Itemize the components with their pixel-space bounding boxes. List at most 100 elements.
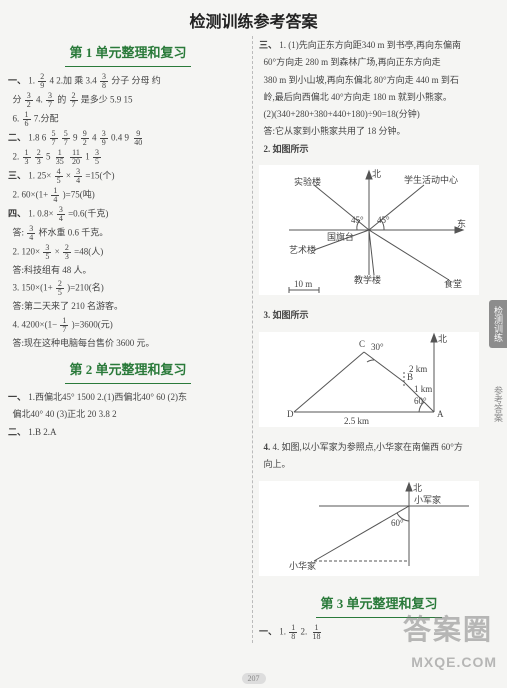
d3-A: A [437,409,444,419]
frac: 17 [60,317,68,334]
t: =15(个) [85,171,114,181]
frac: 57 [62,130,70,147]
d: 4 [74,177,82,185]
d2-a45a: 45° [377,215,390,225]
d: 6 [23,120,31,128]
r-p1-l4: 岭,最后向西偏北 40°方向走 180 m 就到小熊家。 [259,90,499,105]
frac: 23 [35,149,43,166]
t: 2. [13,152,20,162]
columns: 第 1 单元整理和复习 一、 1. 29 4 2.加 乘 3.4 38 分子 分… [0,36,507,643]
r-p4-l1: 4. 4. 如图,以小军家为参照点,小华家在南偏西 60°方 [259,440,499,455]
t: 3. 150×(1+ [13,283,53,293]
d3-d1: 1 km [414,384,432,394]
t: 1. [279,627,286,637]
t: 9 [73,133,78,143]
d3-B: B [407,372,413,382]
frac: 29 [38,73,46,90]
u2-sec2-label: 二、 [8,427,26,437]
d: 5 [43,253,51,261]
t: 4. [36,95,43,105]
frac: 45 [55,168,63,185]
sec4-label: 四、 [8,209,26,219]
t: 4. 4200×(1− [13,319,58,329]
t: 3. 如图所示 [264,310,309,320]
sec4-line1: 四、 1. 0.8× 34 =0.6(千克) [8,206,248,223]
d3-d25: 2.5 km [344,416,369,426]
d: 3 [63,253,71,261]
d2-guoqi: 国旗台 [327,231,354,242]
d4-north: 北 [413,483,422,493]
diagram-3: 北 30° 60° 2 km 1 km 2.5 km A B C D [259,332,479,427]
d3-C: C [359,339,365,349]
frac: 13 [23,149,31,166]
sec1-line1: 一、 1. 29 4 2.加 乘 3.4 38 分子 分母 约 [8,73,248,90]
diagram-4: 北 小军家 小华家 60° [259,481,479,576]
frac: 34 [74,168,82,185]
r-p1-l1: 三、 1. (1)先向正东方向距340 m 到书亭,再向东偏南 [259,38,499,53]
t: 1 [85,152,90,162]
d: 4 [57,215,65,223]
sec2-line1: 二、 1.8 6 57 57 9 92 4 39 0.4 9 940 [8,130,248,147]
d4-xj: 小军家 [414,494,441,505]
d: 7 [50,139,58,147]
frac: 1120 [70,149,82,166]
frac: 34 [57,206,65,223]
frac: 14 [51,187,59,204]
t: 60°方向走 280 m 到森林广场,再向正东方向走 [264,57,441,67]
sec4-line3: 3. 150×(1+ 25 )=210(名) [8,280,248,297]
d4-a60: 60° [391,518,404,528]
d2-north: 北 [372,169,381,179]
d: 5 [56,289,64,297]
t: 6. [13,114,20,124]
d: 2 [81,139,89,147]
t: 2. 60×(1+ [13,190,49,200]
frac: 39 [100,130,108,147]
unit1-title: 第 1 单元整理和复习 [65,42,190,67]
d: 9 [38,82,46,90]
t: )=3600(元) [72,319,113,329]
t: 答:科技组有 48 人。 [13,265,92,275]
diagram-2: 北 东 实验楼 学生活动中心 国旗台 艺术楼 教学楼 食堂 45° 45° 10… [259,165,479,295]
t: (2)(340+280+380+440+180)÷90=18(分钟) [264,109,420,119]
d2-east: 东 [457,218,466,229]
u2-sec2-line: 二、 1.B 2.A [8,425,248,440]
frac: 27 [70,92,78,109]
d2-shiyan: 实验楼 [294,176,321,187]
t: 2. [301,627,308,637]
right-column: 三、 1. (1)先向正东方向距340 m 到书亭,再向东偏南 60°方向走 2… [259,36,499,643]
d: 2 [25,101,33,109]
frac: 16 [23,111,31,128]
t: 1.西偏北45° 1500 2.(1)西偏北40° 60 (2)东 [28,392,187,402]
t: )=75(吨) [63,190,95,200]
sec4-line4: 4. 4200×(1− 17 )=3600(元) [8,317,248,334]
sec3-line1: 三、 1. 25× 45 × 34 =15(个) [8,168,248,185]
t: 分 [13,95,22,105]
d: 18 [311,633,323,641]
t: 4 2.加 乘 3.4 [50,76,97,86]
frac: 37 [46,92,54,109]
side-tab-1: 检测训练 [489,300,507,348]
watermark-url: MXQE.COM [411,654,497,670]
t: × [55,247,60,257]
t: =48(人) [74,247,103,257]
t: × [66,171,71,181]
u2-sec1-label: 一、 [8,392,26,402]
r-p1-l3: 380 m 到小山坡,再向东偏北 80°方向走 440 m 到石 [259,73,499,88]
t: 1.B 2.A [28,427,56,437]
r-p2: 2. 如图所示 [259,142,499,157]
side-tab-2: 参考答案 [489,380,507,428]
d3-a60: 60° [414,396,427,406]
frac: 32 [25,92,33,109]
frac: 940 [132,130,144,147]
sec4-ans3: 答:第二天来了 210 名游客。 [8,299,248,314]
frac: 118 [311,624,323,641]
t: 1. 0.8× [28,209,53,219]
u3-sec1-line: 一、 1. 18 2. 118 [259,624,499,641]
t: 7.分配 [34,114,59,124]
d: 5 [55,177,63,185]
sec4-line2: 2. 120× 35 × 23 =48(人) [8,244,248,261]
sec1-line3: 6. 16 7.分配 [8,111,248,128]
t: 1. 25× [28,171,51,181]
r-p1-l5: (2)(340+280+380+440+180)÷90=18(分钟) [259,107,499,122]
d: 4 [27,234,35,242]
